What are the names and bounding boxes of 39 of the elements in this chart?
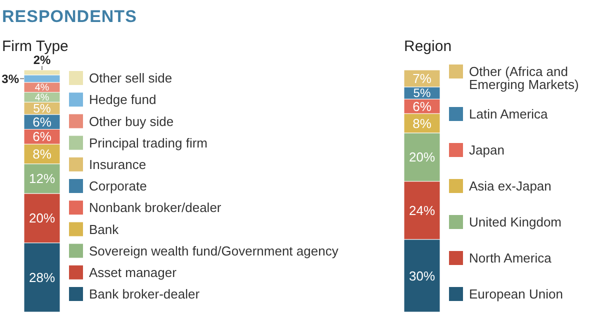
data-label: 4%: [34, 82, 50, 94]
data-label: 7%: [412, 71, 432, 86]
legend-label: Nonbank broker/dealer: [89, 200, 222, 216]
text: European Union: [469, 286, 563, 302]
legend-label: Asset manager: [89, 264, 178, 280]
data-label: 20%: [28, 210, 56, 226]
text: Bank broker-dealer: [89, 286, 200, 302]
data-label: 6%: [32, 129, 52, 144]
chart-subtitle: Firm Type: [2, 38, 68, 55]
data-label: 3%: [2, 72, 20, 86]
data-label: 6%: [32, 114, 52, 130]
chart-title: RESPONDENTS: [2, 7, 137, 26]
legend-label: North America: [469, 250, 552, 266]
legend-label: Corporate: [89, 178, 147, 194]
legend-label: Hedge fund: [89, 92, 156, 108]
legend-label: Latin America: [469, 106, 549, 122]
data-label: 6%: [412, 98, 432, 114]
legend-label: United Kingdom: [469, 214, 562, 230]
data-label: 8%: [32, 146, 52, 162]
chart-title: Region: [404, 38, 452, 55]
legend-label: Other buy side: [89, 114, 174, 129]
legend-label: Principal trading firm: [89, 135, 208, 150]
data-label: 24%: [408, 202, 436, 218]
legend-label: Other (Africa and Emerging Markets): [469, 64, 579, 92]
data-label: 2%: [33, 53, 51, 67]
data-label: 5%: [33, 102, 51, 116]
data-label: 12%: [28, 171, 56, 186]
legend-label: Insurance: [89, 156, 146, 172]
data-label: 5%: [413, 86, 431, 100]
legend-label: Other sell side: [89, 70, 172, 86]
data-label: 8%: [412, 116, 432, 131]
legend-label: Sovereign wealth fund/Government agency: [89, 243, 339, 258]
legend-label: Asia ex-Japan: [469, 178, 552, 194]
legend-label: Japan: [469, 142, 504, 158]
data-label: 28%: [28, 270, 56, 285]
legend-label: Bank: [89, 222, 120, 237]
data-label: 4%: [34, 92, 50, 104]
data-label: 30%: [408, 268, 436, 284]
data-label: 20%: [408, 150, 436, 165]
